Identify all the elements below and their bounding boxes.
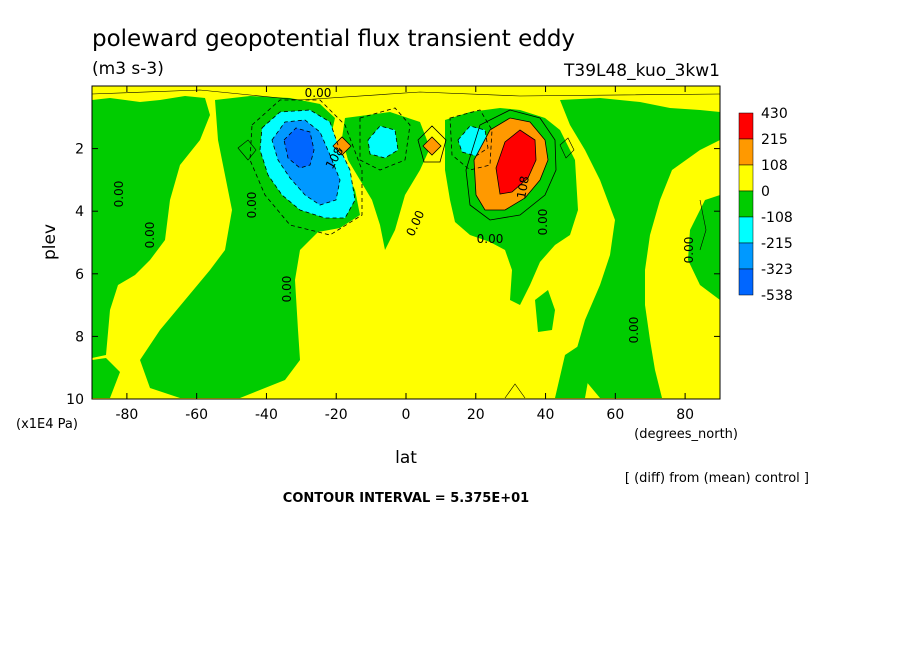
contour-line	[283, 127, 315, 169]
y-axis: 2 4 6 8 10	[66, 142, 720, 408]
legend-level-label: -323	[761, 262, 793, 278]
chart-units: (m3 s-3)	[92, 59, 164, 79]
legend-level-label: 108	[761, 158, 788, 174]
contour-label: 0.00	[245, 192, 259, 219]
contour-label: 108	[514, 175, 532, 200]
x-axis-title: lat	[395, 448, 417, 468]
contour-label: 0.00	[280, 276, 294, 303]
y-units-label: (x1E4 Pa)	[16, 417, 78, 432]
y-tick-label: 6	[75, 267, 84, 283]
band-neg108-to-0	[560, 98, 720, 398]
contour-field	[92, 86, 720, 399]
x-tick-label: -80	[115, 407, 138, 423]
legend-swatch	[738, 242, 754, 270]
x-tick-label: -40	[255, 407, 278, 423]
x-tick-label: 80	[676, 407, 694, 423]
contour-line	[495, 129, 537, 195]
contour-line	[249, 99, 363, 236]
x-tick-label: -60	[185, 407, 208, 423]
contour-line	[92, 89, 720, 101]
contour-line	[367, 125, 489, 159]
legend-level-label: -108	[761, 210, 793, 226]
band-neg108-to-0	[688, 195, 720, 300]
x-tick-label: 40	[537, 407, 555, 423]
band-neg108-to-0	[92, 358, 120, 398]
legend-level-label: -538	[761, 288, 793, 304]
x-tick-label: 20	[467, 407, 485, 423]
contour-line	[504, 383, 526, 399]
band-neg108-to-0	[92, 96, 210, 358]
contour-line	[699, 199, 707, 251]
contour-interval: CONTOUR INTERVAL = 5.375E+01	[283, 491, 529, 506]
contour-label: 0.00	[143, 222, 157, 249]
band-215-to-430	[496, 130, 536, 194]
band-neg215-to-neg108	[368, 126, 398, 158]
chart-title: poleward geopotential flux transient edd…	[92, 26, 575, 52]
contour-line	[359, 107, 493, 171]
band-neg108-to-0	[535, 290, 555, 332]
contour-line	[271, 119, 341, 206]
legend-level-label: 0	[761, 184, 770, 200]
contour-line	[417, 125, 447, 163]
contour-line	[473, 117, 549, 211]
contour-label: 0.00	[627, 317, 641, 344]
x-units-label: (degrees_north)	[634, 427, 738, 442]
run-label: T39L48_kuo_3kw1	[563, 61, 720, 81]
legend-level-label: -215	[761, 236, 793, 252]
legend-swatch	[738, 138, 754, 166]
contour-line	[259, 109, 356, 219]
x-tick-label: 0	[402, 407, 411, 423]
legend-swatch	[738, 268, 754, 296]
x-axis: -80 -60 -40 -20 0 20 40 60 80	[115, 86, 694, 423]
legend-swatch	[738, 112, 754, 140]
band-neg108-to-0	[555, 345, 590, 398]
contour-label: 0.00	[112, 181, 126, 208]
band-neg538-to-neg323	[284, 128, 314, 168]
contour-line	[332, 136, 442, 156]
y-axis-title: plev	[40, 224, 60, 260]
y-tick-label: 8	[75, 329, 84, 345]
y-tick-label: 10	[66, 392, 84, 408]
y-tick-label: 2	[75, 142, 84, 158]
legend-swatch	[738, 164, 754, 192]
band-neg108-to-0	[342, 112, 430, 250]
x-tick-label: 60	[606, 407, 624, 423]
diff-note: [ (diff) from (mean) control ]	[625, 471, 809, 486]
legend-swatch	[738, 216, 754, 244]
x-tick-label: -20	[325, 407, 348, 423]
legend-swatch	[738, 190, 754, 218]
legend-level-label: 430	[761, 106, 788, 122]
contour-line	[465, 109, 557, 221]
contour-label: 0.00	[682, 237, 696, 264]
contour-label: 0.00	[305, 86, 332, 100]
y-tick-label: 4	[75, 204, 84, 220]
legend-level-label: 215	[761, 132, 788, 148]
contour-line	[237, 137, 575, 161]
contour-label: 0.00	[536, 209, 550, 236]
contour-label: 0.00	[477, 232, 504, 246]
color-legend: 430 215 108 0 -108 -215 -323 -538	[738, 106, 793, 304]
